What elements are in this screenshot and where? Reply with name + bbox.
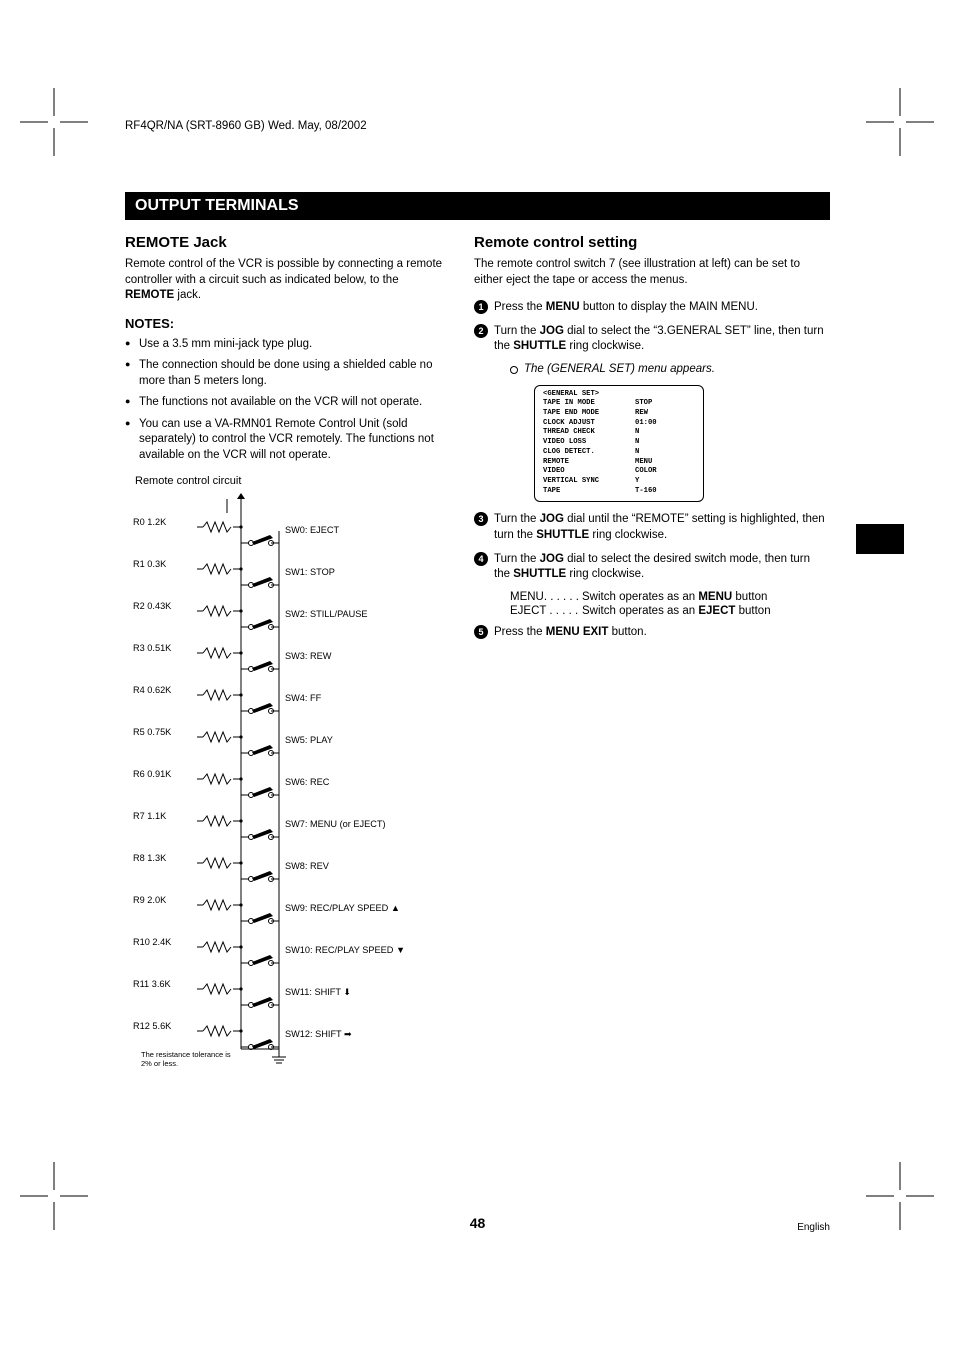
steps-list-2: 3Turn the JOG dial until the “REMOTE” se… xyxy=(474,512,829,582)
doc-header-meta: RF4QR/NA (SRT-8960 GB) Wed. May, 08/2002 xyxy=(125,120,830,132)
svg-text:R9 2.0K: R9 2.0K xyxy=(133,895,167,905)
svg-text:SW5: PLAY: SW5: PLAY xyxy=(285,735,333,745)
circuit-caption: Remote control circuit xyxy=(135,475,450,487)
svg-text:R6 0.91K: R6 0.91K xyxy=(133,769,172,779)
svg-text:SW3: REW: SW3: REW xyxy=(285,651,332,661)
step-number-icon: 5 xyxy=(474,625,494,641)
page-language: English xyxy=(797,1222,830,1233)
svg-text:The resistance tolerance is: The resistance tolerance is xyxy=(141,1050,231,1059)
right-column: Remote control setting The remote contro… xyxy=(474,234,829,1110)
menu-row: VERTICAL SYNCY xyxy=(543,477,695,487)
svg-text:SW11: SHIFT ⬇: SW11: SHIFT ⬇ xyxy=(285,987,351,997)
def-row: MENU. . . . . .Switch operates as an MEN… xyxy=(510,591,829,603)
menu-row: CLOCK ADJUST01:00 xyxy=(543,419,695,429)
remote-setting-intro: The remote control switch 7 (see illustr… xyxy=(474,257,829,288)
page-content: RF4QR/NA (SRT-8960 GB) Wed. May, 08/2002… xyxy=(125,120,830,1110)
steps-list-1: 1Press the MENU button to display the MA… xyxy=(474,300,829,355)
svg-text:SW1: STOP: SW1: STOP xyxy=(285,567,335,577)
menu-row: THREAD CHECKN xyxy=(543,428,695,438)
crop-mark-tr xyxy=(866,88,934,156)
steps-list-3: 5Press the MENU EXIT button. xyxy=(474,625,829,641)
ring-bullet-icon xyxy=(510,363,524,377)
step-number-icon: 2 xyxy=(474,324,494,355)
step-number-icon: 3 xyxy=(474,512,494,543)
step-item: 3Turn the JOG dial until the “REMOTE” se… xyxy=(474,512,829,543)
svg-text:SW2: STILL/PAUSE: SW2: STILL/PAUSE xyxy=(285,609,368,619)
svg-text:R7 1.1K: R7 1.1K xyxy=(133,811,167,821)
def-key: MENU. . . . . . xyxy=(510,591,582,603)
svg-text:2% or less.: 2% or less. xyxy=(141,1059,178,1068)
step-text: Turn the JOG dial until the “REMOTE” set… xyxy=(494,512,829,543)
page-number: 48 xyxy=(470,1215,486,1231)
left-column: REMOTE Jack Remote control of the VCR is… xyxy=(125,234,450,1110)
menu-row: VIDEO LOSSN xyxy=(543,438,695,448)
crop-mark-tl xyxy=(20,88,88,156)
svg-text:R8 1.3K: R8 1.3K xyxy=(133,853,167,863)
svg-text:R11 3.6K: R11 3.6K xyxy=(133,979,171,989)
step-item: 2Turn the JOG dial to select the “3.GENE… xyxy=(474,324,829,355)
svg-text:SW10: REC/PLAY SPEED ▼: SW10: REC/PLAY SPEED ▼ xyxy=(285,945,405,955)
svg-text:SW7: MENU (or EJECT): SW7: MENU (or EJECT) xyxy=(285,819,386,829)
remote-jack-intro: Remote control of the VCR is possible by… xyxy=(125,257,450,304)
step-text: Press the MENU button to display the MAI… xyxy=(494,300,829,316)
svg-text:R10 2.4K: R10 2.4K xyxy=(133,937,172,947)
step-item: 5Press the MENU EXIT button. xyxy=(474,625,829,641)
svg-text:R1 0.3K: R1 0.3K xyxy=(133,559,167,569)
svg-text:SW8: REV: SW8: REV xyxy=(285,861,330,871)
menu-row: REMOTEMENU xyxy=(543,458,695,468)
note-item: You can use a VA-RMN01 Remote Control Un… xyxy=(125,417,450,464)
remote-setting-title: Remote control setting xyxy=(474,234,829,251)
menu-row: TAPET-160 xyxy=(543,487,695,497)
notes-heading: NOTES: xyxy=(125,316,450,331)
svg-text:R2 0.43K: R2 0.43K xyxy=(133,601,172,611)
remote-circuit-diagram: R0 1.2K SW0: EJECT R1 0.3K SW1: STOP R2 0.43… xyxy=(133,493,450,1110)
step-text: Turn the JOG dial to select the “3.GENER… xyxy=(494,324,829,355)
note-item: The connection should be done using a sh… xyxy=(125,358,450,389)
def-key: EJECT . . . . . xyxy=(510,605,582,617)
note-item: Use a 3.5 mm mini-jack type plug. xyxy=(125,337,450,353)
sub-bullet-general-set: The (GENERAL SET) menu appears. xyxy=(510,363,829,377)
side-index-tab xyxy=(856,524,904,554)
crop-mark-br xyxy=(866,1162,934,1230)
svg-text:R0 1.2K: R0 1.2K xyxy=(133,517,167,527)
step-item: 1Press the MENU button to display the MA… xyxy=(474,300,829,316)
page-footer: 48 English xyxy=(125,1215,830,1233)
menu-title: <GENERAL SET> xyxy=(543,390,695,400)
svg-text:R12 5.6K: R12 5.6K xyxy=(133,1021,172,1031)
step-text: Press the MENU EXIT button. xyxy=(494,625,829,641)
menu-row: TAPE IN MODESTOP xyxy=(543,399,695,409)
remote-jack-title: REMOTE Jack xyxy=(125,234,450,251)
menu-row: VIDEOCOLOR xyxy=(543,467,695,477)
menu-row: CLOG DETECT.N xyxy=(543,448,695,458)
note-item: The functions not available on the VCR w… xyxy=(125,395,450,411)
step-number-icon: 1 xyxy=(474,300,494,316)
switch-mode-defs: MENU. . . . . .Switch operates as an MEN… xyxy=(510,591,829,617)
sub-bullet-text: The (GENERAL SET) menu appears. xyxy=(524,363,715,377)
svg-text:R5 0.75K: R5 0.75K xyxy=(133,727,172,737)
svg-text:SW9: REC/PLAY SPEED ▲: SW9: REC/PLAY SPEED ▲ xyxy=(285,903,400,913)
svg-text:SW4: FF: SW4: FF xyxy=(285,693,322,703)
step-number-icon: 4 xyxy=(474,552,494,583)
menu-row: TAPE END MODEREW xyxy=(543,409,695,419)
step-text: Turn the JOG dial to select the desired … xyxy=(494,552,829,583)
def-row: EJECT . . . . .Switch operates as an EJE… xyxy=(510,605,829,617)
svg-text:SW0: EJECT: SW0: EJECT xyxy=(285,525,339,535)
circuit-svg: R0 1.2K SW0: EJECT R1 0.3K SW1: STOP R2 0.43… xyxy=(133,493,453,1105)
def-value: Switch operates as an MENU button xyxy=(582,591,829,603)
notes-list: Use a 3.5 mm mini-jack type plug. The con… xyxy=(125,337,450,464)
section-bar: OUTPUT TERMINALS xyxy=(125,192,830,220)
svg-text:SW12: SHIFT ➡: SW12: SHIFT ➡ xyxy=(285,1029,352,1039)
crop-mark-bl xyxy=(20,1162,88,1230)
general-set-menu-box: <GENERAL SET>TAPE IN MODESTOPTAPE END MO… xyxy=(534,385,704,503)
svg-text:SW6: REC: SW6: REC xyxy=(285,777,330,787)
svg-text:R4 0.62K: R4 0.62K xyxy=(133,685,172,695)
svg-text:R3 0.51K: R3 0.51K xyxy=(133,643,172,653)
step-item: 4Turn the JOG dial to select the desired… xyxy=(474,552,829,583)
def-value: Switch operates as an EJECT button xyxy=(582,605,829,617)
